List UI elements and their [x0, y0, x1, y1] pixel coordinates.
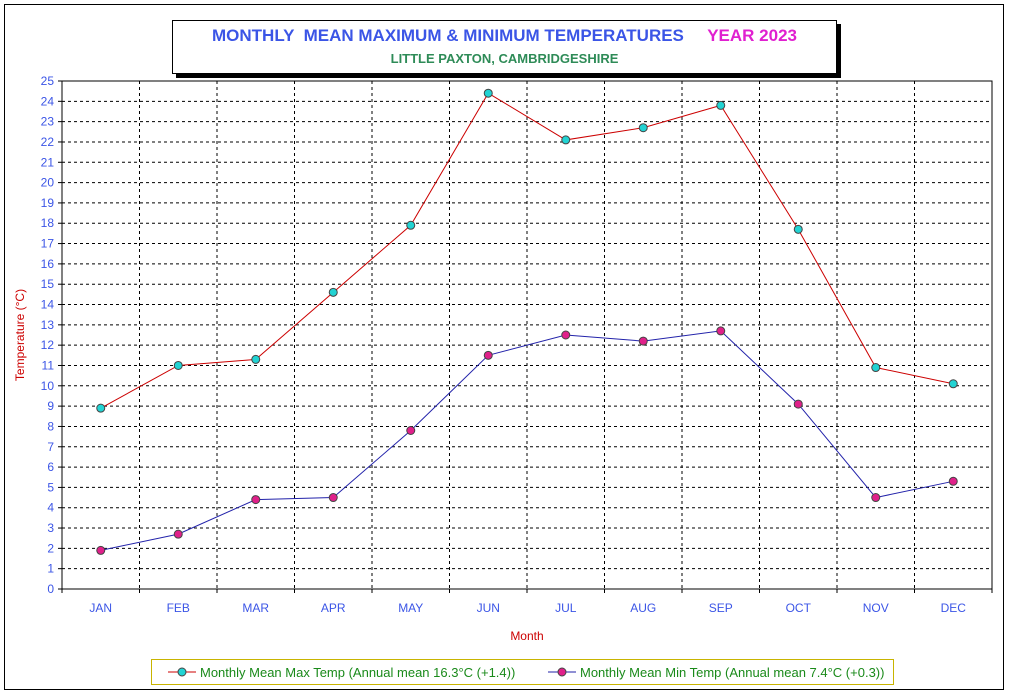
data-point [173, 360, 183, 370]
data-point [793, 399, 803, 409]
y-tick-label: 19 [41, 196, 55, 210]
y-tick-label: 9 [47, 399, 54, 413]
x-tick-label: DEC [941, 601, 967, 615]
x-tick-label: OCT [786, 601, 812, 615]
legend-label-min: Monthly Mean Min Temp (Annual mean 7.4°C… [580, 665, 885, 680]
y-tick-label: 8 [47, 419, 54, 433]
legend-symbol-min [548, 667, 576, 677]
legend-item-min: Monthly Mean Min Temp (Annual mean 7.4°C… [548, 665, 884, 680]
data-point [328, 287, 338, 297]
y-tick-label: 22 [41, 135, 55, 149]
data-point [948, 379, 958, 389]
data-point [561, 135, 571, 145]
y-tick-label: 12 [41, 338, 55, 352]
y-tick-label: 3 [47, 521, 54, 535]
x-tick-label: MAR [242, 601, 269, 615]
data-point [638, 123, 648, 133]
data-point [251, 354, 261, 364]
x-tick-label: JUL [555, 601, 577, 615]
axes: 0123456789101112131415161718192021222324… [41, 74, 993, 615]
y-tick-label: 18 [41, 216, 55, 230]
data-point [328, 493, 338, 503]
legend-symbol-max [168, 667, 196, 677]
y-tick-label: 7 [47, 440, 54, 454]
y-tick-label: 1 [47, 562, 54, 576]
x-tick-label: NOV [863, 601, 889, 615]
x-axis-label: Month [510, 629, 543, 643]
grid [62, 80, 992, 589]
data-point [793, 224, 803, 234]
y-tick-label: 23 [41, 115, 55, 129]
series-line-1 [100, 330, 954, 551]
x-tick-label: AUG [630, 601, 656, 615]
x-tick-label: APR [321, 601, 346, 615]
y-tick-label: 6 [47, 460, 54, 474]
data-point [716, 326, 726, 336]
title-box: MONTHLY MEAN MAXIMUM & MINIMUM TEMPERATU… [172, 20, 837, 74]
data-point [871, 493, 881, 503]
chart-subtitle: LITTLE PAXTON, CAMBRIDGESHIRE [390, 51, 619, 66]
chart-title-main: MONTHLY MEAN MAXIMUM & MINIMUM TEMPERATU… [212, 26, 684, 45]
data-point [96, 403, 106, 413]
y-tick-label: 13 [41, 318, 55, 332]
data-point [483, 88, 493, 98]
data-point [948, 476, 958, 486]
legend: Monthly Mean Max Temp (Annual mean 16.3°… [151, 659, 894, 685]
chart-title-year: YEAR 2023 [707, 26, 797, 45]
y-tick-label: 11 [42, 358, 55, 372]
y-tick-label: 15 [41, 277, 55, 291]
legend-label-max: Monthly Mean Max Temp (Annual mean 16.3°… [200, 665, 516, 680]
y-tick-label: 4 [47, 501, 54, 515]
data-point [96, 545, 106, 555]
x-tick-label: MAY [398, 601, 423, 615]
y-tick-label: 5 [47, 480, 54, 494]
data-point [406, 220, 416, 230]
chart-title: MONTHLY MEAN MAXIMUM & MINIMUM TEMPERATU… [173, 26, 836, 46]
x-tick-label: JUN [477, 601, 500, 615]
series-line-0 [100, 92, 954, 409]
data-point [251, 495, 261, 505]
data-point [483, 350, 493, 360]
y-tick-label: 14 [41, 298, 55, 312]
y-tick-label: 10 [41, 379, 55, 393]
y-axis-label: Temperature (°C) [13, 289, 27, 381]
legend-item-max: Monthly Mean Max Temp (Annual mean 16.3°… [168, 665, 515, 680]
y-tick-label: 17 [41, 237, 55, 251]
series [96, 88, 958, 555]
y-tick-label: 25 [41, 74, 55, 88]
x-tick-label: FEB [167, 601, 190, 615]
y-tick-label: 21 [41, 155, 55, 169]
data-point [716, 100, 726, 110]
data-point [638, 336, 648, 346]
data-point [871, 363, 881, 373]
x-tick-label: JAN [89, 601, 112, 615]
x-tick-label: SEP [709, 601, 733, 615]
data-point [406, 426, 416, 436]
y-tick-label: 16 [41, 257, 55, 271]
y-tick-label: 24 [41, 94, 55, 108]
data-point [173, 529, 183, 539]
data-point [561, 330, 571, 340]
y-tick-label: 0 [47, 582, 54, 596]
y-tick-label: 20 [41, 176, 55, 190]
y-tick-label: 2 [47, 541, 54, 555]
